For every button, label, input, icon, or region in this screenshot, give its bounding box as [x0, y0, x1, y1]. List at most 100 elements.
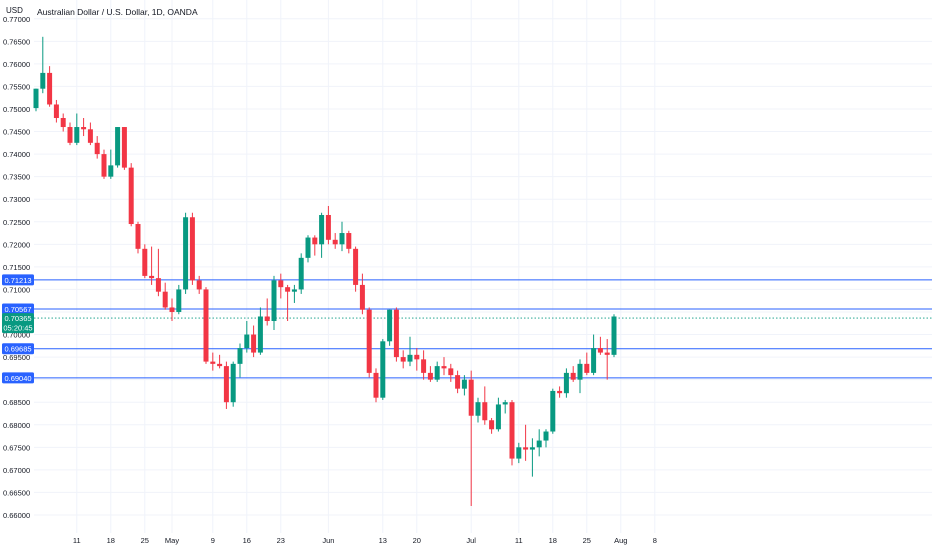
- x-tick-label: 18: [549, 536, 557, 545]
- candle-down: [121, 127, 127, 170]
- candle-body: [407, 354, 413, 362]
- candle-body: [543, 431, 549, 441]
- candle-up: [74, 113, 80, 146]
- candle-body: [346, 233, 352, 249]
- candle-body: [244, 334, 250, 349]
- candle-down: [393, 307, 399, 362]
- candle-down: [441, 357, 447, 376]
- candle-body: [60, 118, 66, 128]
- y-axis: USD 0.77000 0.76500 0.76000 0.75500 0.75000 0…: [3, 6, 30, 520]
- candle-down: [366, 307, 372, 378]
- candle-body: [312, 237, 318, 245]
- x-axis: 11 18 25 May 9 16 23 Jun 13 20 Jul 11 18 25 Aug 8: [73, 536, 657, 545]
- candle-up: [461, 375, 467, 396]
- candle-up: [550, 388, 556, 434]
- candle-up: [591, 334, 597, 376]
- candle-up: [339, 221, 345, 252]
- level-badge-label: 0.69685: [4, 345, 31, 354]
- candle-down: [570, 366, 576, 382]
- candle-body: [128, 167, 134, 225]
- level-badge-label: 0.71213: [4, 276, 31, 285]
- candle-up: [257, 307, 263, 355]
- y-tick-label: 0.73500: [3, 173, 30, 182]
- candle-down: [359, 273, 365, 315]
- candle-body: [557, 390, 563, 394]
- candle-down: [557, 386, 563, 398]
- candle-up: [176, 284, 182, 315]
- candle-body: [529, 447, 535, 450]
- candle-body: [291, 289, 297, 292]
- candle-down: [101, 149, 107, 179]
- candle-up: [543, 429, 549, 448]
- candle-body: [285, 287, 291, 292]
- candle-body: [373, 372, 379, 398]
- candle-body: [387, 309, 393, 342]
- y-tick-label: 0.67000: [3, 466, 30, 475]
- y-tick-label: 0.71000: [3, 285, 30, 294]
- candle-down: [210, 352, 216, 371]
- x-tick-label: Jul: [466, 536, 476, 545]
- countdown-label: 05:20:45: [3, 324, 32, 333]
- x-tick-label: 25: [583, 536, 591, 545]
- candle-body: [169, 307, 175, 312]
- candle-body: [237, 348, 243, 364]
- y-tick-label: 0.66500: [3, 488, 30, 497]
- candle-down: [285, 284, 291, 322]
- currency-label: USD: [6, 6, 23, 15]
- last-price-badge: [2, 313, 34, 334]
- candle-down: [251, 325, 257, 358]
- candle-body: [353, 248, 359, 285]
- level-badge-label: 0.70567: [4, 305, 31, 314]
- candle-down: [278, 273, 284, 299]
- y-tick-label: 0.69500: [3, 353, 30, 362]
- candle-down: [312, 235, 318, 256]
- candle-down: [196, 275, 202, 294]
- candle-body: [611, 316, 617, 355]
- candle-body: [475, 402, 481, 416]
- candle-down: [189, 212, 195, 285]
- x-tick-label: 18: [107, 536, 115, 545]
- level-badge: [2, 372, 34, 384]
- candle-down: [353, 246, 359, 292]
- candle-down: [489, 417, 495, 434]
- candle-down: [162, 282, 168, 310]
- candles: [33, 36, 617, 506]
- candle-body: [319, 214, 325, 245]
- candle-body: [359, 284, 365, 310]
- x-tick-label: 13: [379, 536, 387, 545]
- chart-title: Australian Dollar / U.S. Dollar, 1D, OAN…: [37, 7, 198, 17]
- candle-body: [210, 361, 216, 364]
- candle-body: [264, 316, 270, 322]
- candle-body: [47, 72, 53, 105]
- candle-down: [81, 118, 87, 137]
- candle-up: [291, 284, 297, 303]
- candle-down: [421, 350, 427, 380]
- candle-up: [563, 368, 569, 398]
- candle-up: [502, 399, 508, 414]
- candle-up: [577, 359, 583, 394]
- candle-body: [149, 275, 155, 279]
- candle-body: [189, 217, 195, 281]
- candle-body: [380, 341, 386, 398]
- x-tick-label: 8: [653, 536, 657, 545]
- candle-down: [584, 352, 590, 376]
- candle-down: [332, 233, 338, 249]
- candle-down: [217, 354, 223, 369]
- level-badge-label: 0.69040: [4, 374, 31, 383]
- candle-body: [441, 366, 447, 369]
- candle-body: [468, 379, 474, 416]
- candle-body: [74, 127, 80, 143]
- candle-down: [523, 424, 529, 461]
- candle-body: [162, 291, 168, 308]
- candle-body: [67, 127, 73, 143]
- candle-body: [509, 402, 515, 459]
- candle-down: [373, 368, 379, 403]
- y-tick-label: 0.72500: [3, 218, 30, 227]
- candle-down: [468, 370, 474, 506]
- candle-up: [305, 235, 311, 263]
- candle-body: [536, 440, 542, 448]
- candle-down: [87, 122, 93, 146]
- candle-body: [94, 142, 100, 155]
